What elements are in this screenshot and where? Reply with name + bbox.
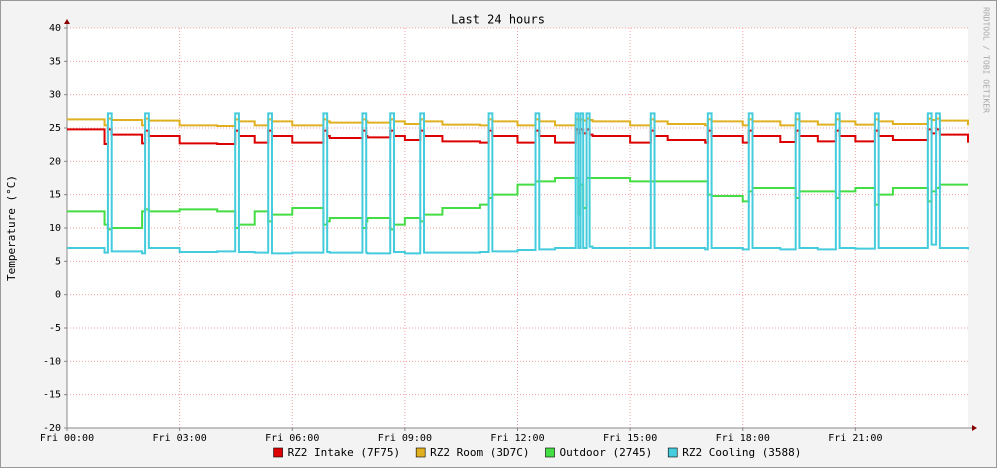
y-tick-label: -10 (43, 356, 61, 367)
x-tick-label: Fri 09:00 (378, 433, 432, 444)
legend-label: Outdoor (2745) (560, 446, 653, 459)
series-line (67, 128, 969, 145)
y-tick-label: 25 (49, 123, 61, 134)
legend-label: RZ2 Room (3D7C) (430, 446, 529, 459)
y-tick-label: -15 (43, 390, 61, 401)
legend-swatch (273, 447, 283, 458)
x-tick-label: Fri 18:00 (716, 433, 770, 444)
x-tick-label: Fri 21:00 (828, 433, 882, 444)
y-tick-label: 35 (49, 56, 61, 67)
y-axis-arrow (64, 19, 70, 24)
y-tick-label: -5 (49, 323, 61, 334)
legend-label: RZ2 Cooling (3588) (682, 446, 801, 459)
y-tick-label: 5 (55, 256, 61, 267)
legend-swatch (545, 447, 555, 458)
y-tick-label: 30 (49, 90, 61, 101)
x-tick-label: Fri 15:00 (603, 433, 657, 444)
y-tick-label: 0 (55, 290, 61, 301)
chart-title: Last 24 hours (451, 13, 545, 27)
legend-swatch (415, 447, 426, 458)
y-tick-label: -20 (43, 423, 61, 434)
x-tick-label: Fri 06:00 (265, 433, 319, 444)
legend-swatch (667, 447, 678, 458)
legend-item: RZ2 Room (3D7C) (415, 446, 530, 459)
series-line (67, 112, 969, 255)
legend-item: Outdoor (2745) (545, 446, 653, 459)
legend-item: RZ2 Intake (7F75) (273, 446, 401, 459)
y-tick-label: 15 (49, 190, 61, 201)
x-tick-label: Fri 12:00 (490, 433, 544, 444)
x-tick-label: Fri 00:00 (40, 433, 94, 444)
series-line (67, 117, 969, 127)
y-tick-label: 40 (49, 23, 61, 34)
legend-item: RZ2 Cooling (3588) (667, 446, 801, 459)
y-tick-label: 10 (49, 223, 61, 234)
y-axis-label: Temperature (°C) (5, 175, 18, 281)
legend-label: RZ2 Intake (7F75) (288, 446, 401, 459)
x-axis-arrow (972, 425, 977, 431)
x-tick-label: Fri 03:00 (153, 433, 207, 444)
y-tick-label: 20 (49, 156, 61, 167)
watermark: RRDTOOL / TOBI OETIKER (982, 7, 991, 113)
